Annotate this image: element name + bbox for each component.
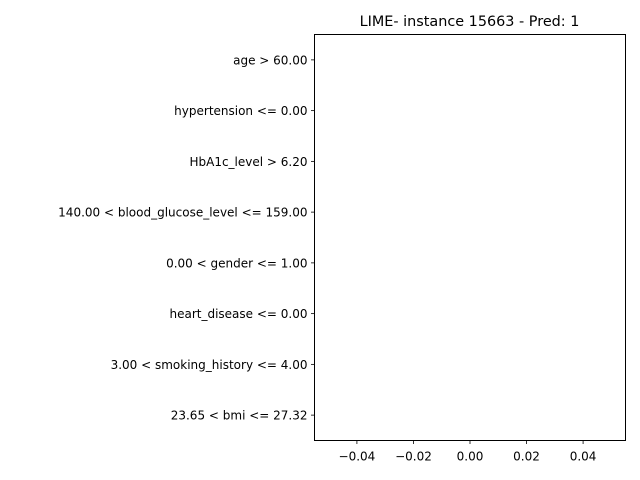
x-tick-label: 0.04 (570, 450, 597, 464)
x-tick-label: −0.04 (339, 450, 376, 464)
x-tick-label: 0.02 (513, 450, 540, 464)
plot-area-frame (314, 34, 626, 441)
y-tick-label: HbA1c_level > 6.20 (189, 155, 307, 169)
y-tick-label: age > 60.00 (233, 53, 307, 67)
chart-title: LIME- instance 15663 - Pred: 1 (360, 14, 580, 30)
y-tick-label: 140.00 < blood_glucose_level <= 159.00 (58, 206, 307, 220)
x-axis: −0.04 −0.02 0.00 0.02 0.04 (339, 440, 597, 464)
x-tick-label: 0.00 (457, 450, 484, 464)
y-tick-label: 3.00 < smoking_history <= 4.00 (111, 358, 308, 372)
y-tick-label: 0.00 < gender <= 1.00 (166, 256, 307, 270)
y-tick-label: 23.65 < bmi <= 27.32 (171, 409, 308, 423)
y-axis: age > 60.00 hypertension <= 0.00 HbA1c_lev… (58, 53, 315, 423)
y-tick-label: heart_disease <= 0.00 (169, 307, 307, 321)
y-tick-label: hypertension <= 0.00 (174, 104, 307, 118)
x-tick-label: −0.02 (395, 450, 432, 464)
